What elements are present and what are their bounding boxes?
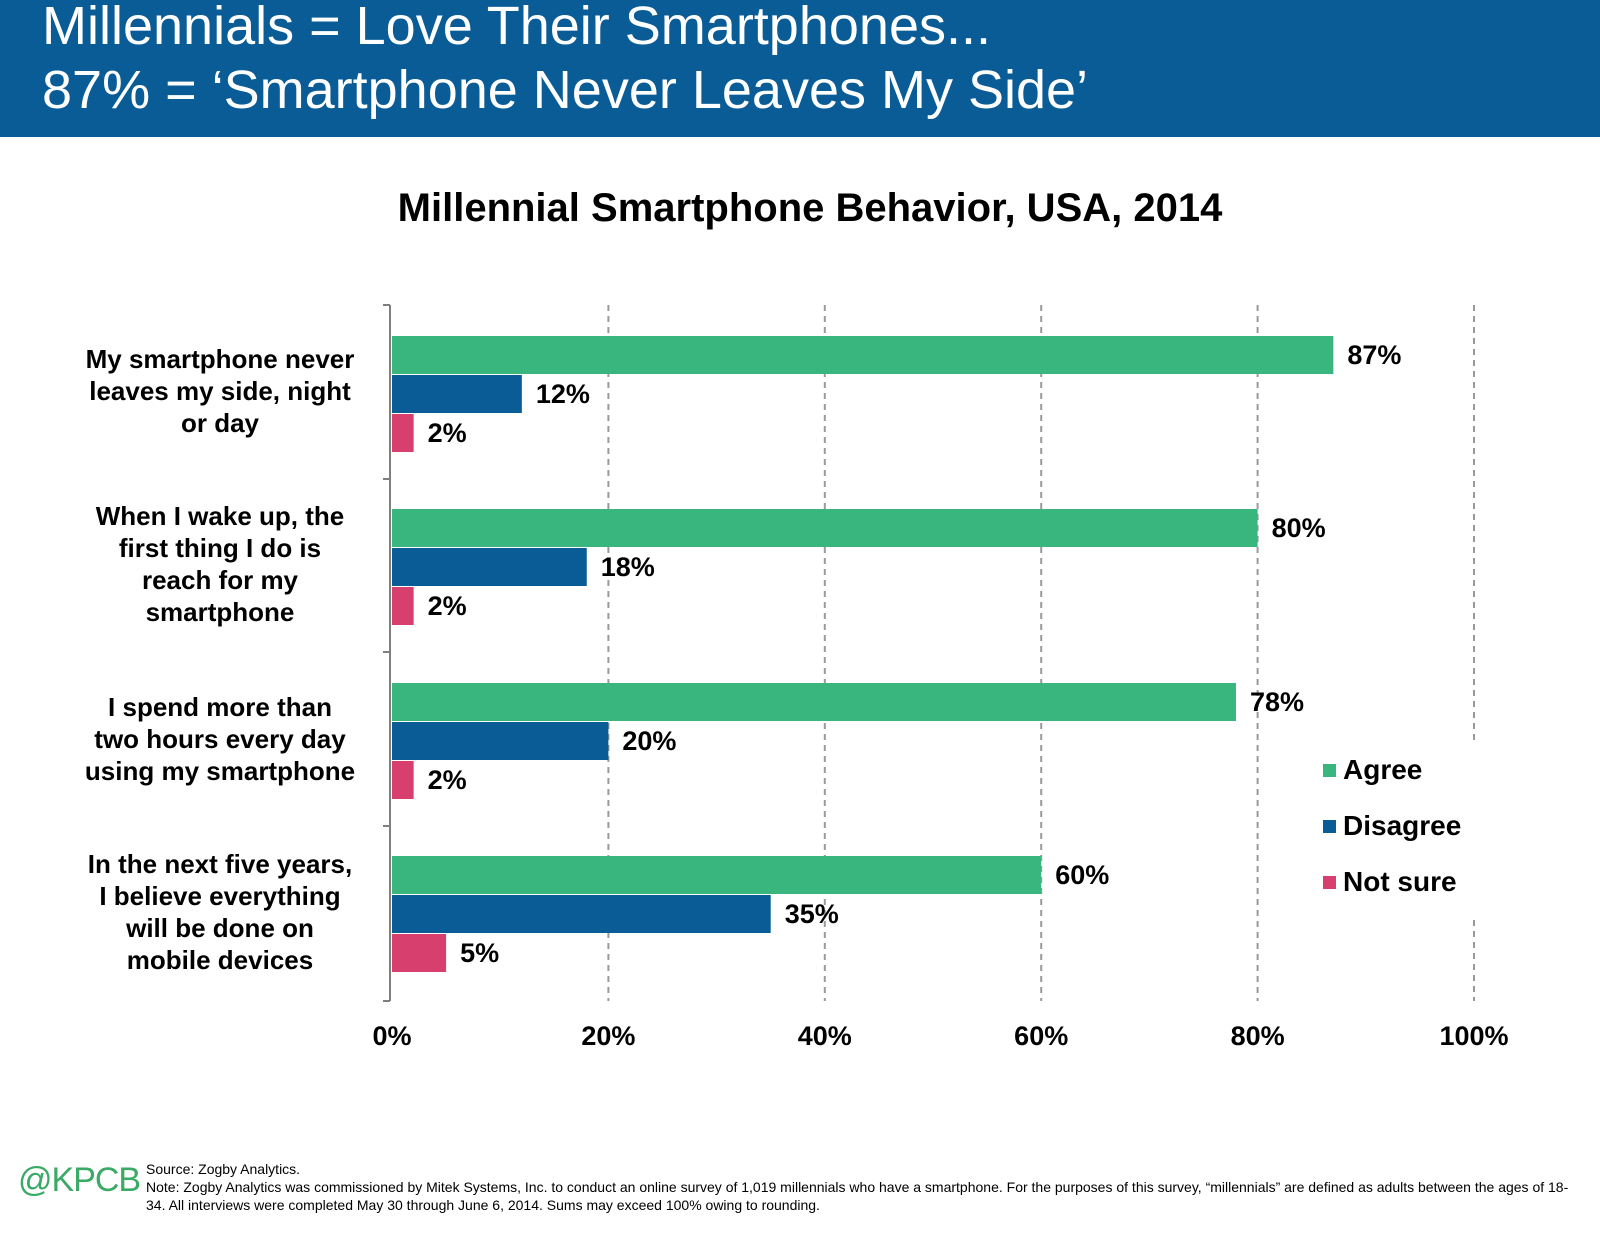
- bar-agree: [392, 509, 1258, 547]
- header-title-line-2: 87% = ‘Smartphone Never Leaves My Side’: [42, 60, 1089, 120]
- data-label: 80%: [1272, 513, 1326, 543]
- kpcb-logo: @KPCB: [18, 1161, 141, 1199]
- category-label: In the next five years, I believe everyth…: [87, 849, 353, 975]
- legend-swatch: [1323, 876, 1336, 889]
- data-label: 18%: [601, 552, 655, 582]
- footer-source: Source: Zogby Analytics.: [146, 1161, 301, 1177]
- legend-label: Not sure: [1343, 866, 1457, 897]
- bar-not-sure: [392, 761, 414, 799]
- bar-agree: [392, 336, 1334, 374]
- legend-label: Agree: [1343, 754, 1423, 785]
- header-banner: Millennials = Love Their Smartphones... …: [0, 0, 1600, 137]
- x-tick-label: 100%: [1439, 1021, 1508, 1051]
- category-label: When I wake up, the first thing I do is re…: [95, 501, 345, 627]
- bar-disagree: [392, 548, 587, 586]
- header-title-line-1: Millennials = Love Their Smartphones...: [42, 0, 991, 56]
- bar-not-sure: [392, 414, 414, 452]
- data-label: 78%: [1250, 687, 1304, 717]
- category-label: My smartphone never leaves my side, night…: [85, 344, 355, 438]
- bar-disagree: [392, 375, 522, 413]
- footer-note: Note: Zogby Analytics was commissioned b…: [146, 1179, 1569, 1213]
- x-tick-label: 0%: [372, 1021, 411, 1051]
- legend-label: Disagree: [1343, 810, 1462, 841]
- bar-agree: [392, 683, 1236, 721]
- x-tick-label: 60%: [1014, 1021, 1068, 1051]
- data-label: 12%: [536, 379, 590, 409]
- bar-disagree: [392, 895, 771, 933]
- x-tick-label: 80%: [1231, 1021, 1285, 1051]
- bar-agree: [392, 856, 1042, 894]
- data-label: 2%: [428, 418, 467, 448]
- category-label: I spend more than two hours every day usin…: [84, 692, 356, 786]
- data-label: 87%: [1347, 340, 1401, 370]
- bar-not-sure: [392, 934, 447, 972]
- bar-disagree: [392, 722, 609, 760]
- data-label: 60%: [1055, 860, 1109, 890]
- x-tick-label: 40%: [798, 1021, 852, 1051]
- chart-title: Millennial Smartphone Behavior, USA, 201…: [397, 186, 1223, 230]
- data-label: 5%: [460, 938, 499, 968]
- legend-swatch: [1323, 820, 1336, 833]
- data-label: 2%: [428, 591, 467, 621]
- bar-not-sure: [392, 587, 414, 625]
- data-label: 20%: [622, 726, 676, 756]
- data-label: 35%: [785, 899, 839, 929]
- legend-swatch: [1323, 764, 1336, 777]
- data-label: 2%: [428, 765, 467, 795]
- footer-notes: Source: Zogby Analytics. Note: Zogby Ana…: [146, 1161, 1586, 1214]
- x-tick-label: 20%: [581, 1021, 635, 1051]
